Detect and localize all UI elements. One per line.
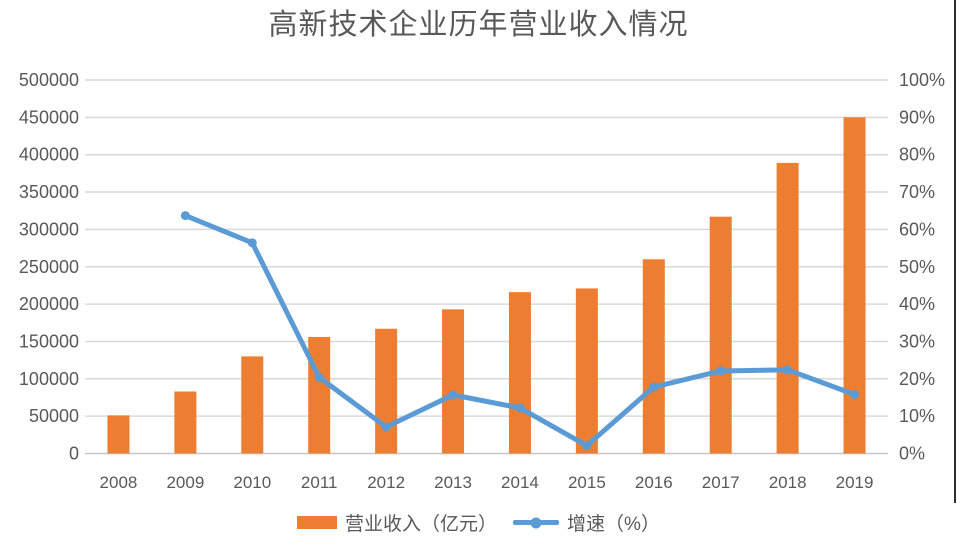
revenue-bar-2019 [843, 117, 866, 454]
growth-marker-2013 [448, 390, 458, 400]
revenue-bar-2010 [241, 356, 264, 454]
right-axis-tick-label: 20% [899, 369, 935, 389]
x-axis-label: 2016 [635, 473, 673, 492]
x-axis-label: 2015 [568, 473, 606, 492]
growth-line-swatch-icon [513, 517, 560, 528]
right-axis-tick-label: 90% [899, 107, 935, 127]
revenue-bar-2008 [107, 415, 130, 454]
growth-marker-2019 [850, 389, 860, 399]
revenue-bar-2018 [776, 162, 799, 454]
right-axis-tick-label: 60% [899, 219, 935, 239]
revenue-bar-swatch-icon [297, 516, 338, 529]
left-axis-tick-label: 150000 [19, 331, 79, 351]
growth-marker-2015 [582, 441, 592, 451]
growth-marker-2011 [314, 372, 324, 382]
right-axis-tick-label: 0% [899, 444, 925, 464]
growth-marker-2018 [783, 365, 793, 375]
left-axis-tick-label: 250000 [19, 257, 79, 277]
x-axis-label: 2009 [166, 473, 204, 492]
right-axis-tick-label: 30% [899, 331, 935, 351]
revenue-bar-2016 [642, 259, 665, 454]
x-axis-label: 2013 [434, 473, 472, 492]
right-axis-tick-label: 80% [899, 145, 935, 165]
revenue-bar-2011 [308, 336, 331, 454]
revenue-legend-label: 营业收入（亿元） [345, 514, 498, 535]
revenue-bar-2014 [508, 292, 531, 454]
left-axis-tick-label: 350000 [19, 182, 79, 202]
growth-marker-2009 [180, 211, 190, 221]
growth-marker-dot-icon [530, 517, 542, 528]
revenue-bar-2017 [709, 216, 732, 454]
growth-marker-2014 [515, 403, 525, 413]
left-axis-tick-label: 400000 [19, 145, 79, 165]
revenue-bar-2009 [174, 391, 197, 454]
right-axis-tick-label: 40% [899, 294, 935, 314]
x-axis-label: 2012 [367, 473, 405, 492]
growth-marker-2017 [716, 366, 726, 376]
left-axis-tick-label: 500000 [19, 70, 79, 90]
growth-marker-2012 [381, 422, 391, 432]
x-axis-label: 2008 [100, 473, 138, 492]
right-edge-border [954, 0, 956, 503]
x-axis-label: 2014 [501, 473, 539, 492]
x-axis-label: 2019 [836, 473, 874, 492]
revenue-bar-2013 [442, 309, 465, 454]
left-axis-tick-label: 450000 [19, 107, 79, 127]
left-axis-tick-label: 50000 [29, 406, 79, 426]
right-axis-tick-label: 50% [899, 257, 935, 277]
right-axis-tick-label: 70% [899, 182, 935, 202]
left-axis-tick-label: 300000 [19, 219, 79, 239]
x-axis-label: 2017 [702, 473, 740, 492]
legend-item-growth: 增速（%） [513, 509, 660, 536]
growth-marker-2016 [649, 382, 659, 392]
growth-legend-label: 增速（%） [567, 514, 660, 535]
left-axis-tick-label: 200000 [19, 294, 79, 314]
chart-legend: 营业收入（亿元） 增速（%） [0, 509, 957, 536]
right-axis-tick-label: 10% [899, 406, 935, 426]
revenue-bar-2012 [375, 328, 398, 454]
left-axis-tick-label: 100000 [19, 369, 79, 389]
revenue-bar-2015 [575, 288, 598, 454]
right-axis-tick-label: 100% [899, 70, 945, 90]
x-axis-label: 2011 [301, 473, 338, 492]
chart-title: 高新技术企业历年营业收入情况 [268, 9, 689, 41]
left-axis-tick-label: 0 [69, 444, 79, 464]
legend-item-revenue: 营业收入（亿元） [297, 509, 497, 536]
x-axis-label: 2018 [769, 473, 807, 492]
growth-marker-2010 [247, 238, 257, 248]
x-axis-label: 2010 [233, 473, 271, 492]
